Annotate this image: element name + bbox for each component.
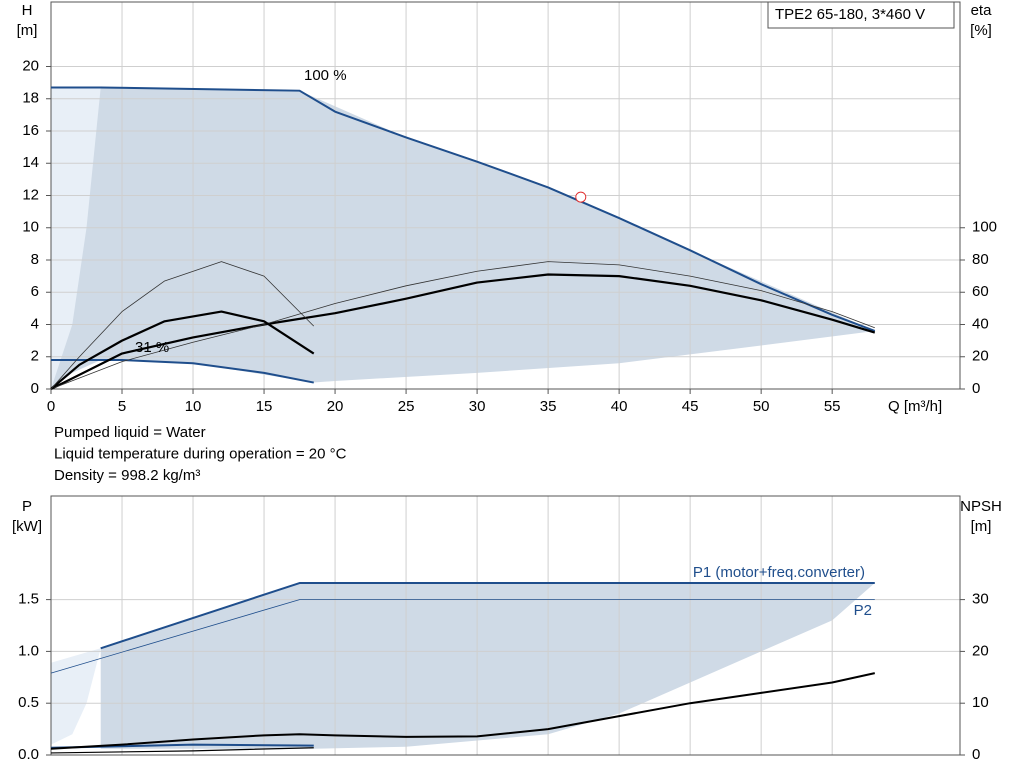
y2-axis-unit: [m] <box>971 518 992 535</box>
y2-tick-label: 60 <box>972 283 989 300</box>
x-tick-label: 40 <box>611 398 628 415</box>
y2-tick-label: 20 <box>972 348 989 365</box>
curve <box>50 747 314 754</box>
y2-axis-title: NPSH <box>960 498 1002 515</box>
plot-frame <box>50 495 961 756</box>
curve <box>50 273 876 390</box>
x-tick-label: 25 <box>398 398 415 415</box>
y2-tick-label: 0 <box>972 746 980 763</box>
y-tick-label: 0.0 <box>18 746 39 763</box>
y2-tick-label: 30 <box>972 591 989 608</box>
x-axis-title: Q [m³/h] <box>888 398 942 415</box>
x-tick-label: 35 <box>540 398 557 415</box>
y-tick-label: 6 <box>31 283 39 300</box>
curve <box>50 599 875 674</box>
note: Density = 998.2 kg/m³ <box>54 467 200 484</box>
y-tick-label: 2 <box>31 348 39 365</box>
y-tick-label: 12 <box>22 186 39 203</box>
y2-axis-unit: [%] <box>970 22 992 39</box>
x-tick-label: 55 <box>824 398 841 415</box>
legend-box <box>767 1 955 29</box>
curve <box>100 582 875 650</box>
note: Liquid temperature during operation = 20… <box>54 445 347 462</box>
curve-label: P1 (motor+freq.converter) <box>693 564 865 581</box>
curve <box>50 261 875 390</box>
operating-area <box>51 87 875 390</box>
operating-area <box>100 583 875 749</box>
y2-tick-label: 20 <box>972 642 989 659</box>
y2-tick-label: 10 <box>972 694 989 711</box>
y2-tick-label: 0 <box>972 380 980 397</box>
curve-annotation: 100 % <box>304 67 347 84</box>
y-tick-label: 8 <box>31 251 39 268</box>
y-tick-label: 0 <box>31 380 39 397</box>
duty-point <box>575 191 587 203</box>
y-axis-title: H <box>22 2 33 19</box>
x-tick-label: 0 <box>47 398 55 415</box>
y-tick-label: 20 <box>22 57 39 74</box>
operating-area <box>51 648 101 745</box>
y2-tick-label: 80 <box>972 251 989 268</box>
curve <box>50 672 875 750</box>
y-tick-label: 4 <box>31 315 39 332</box>
curve <box>51 358 314 384</box>
curve <box>50 261 315 390</box>
y-axis-title: P <box>22 498 32 515</box>
curve-label: P2 <box>854 602 872 619</box>
y-tick-label: 1.0 <box>18 642 39 659</box>
y-axis-unit: [kW] <box>12 518 42 535</box>
x-tick-label: 30 <box>469 398 486 415</box>
x-tick-label: 50 <box>753 398 770 415</box>
x-tick-label: 10 <box>185 398 202 415</box>
curve-annotation: 31 % <box>135 339 169 356</box>
y-tick-label: 10 <box>22 219 39 236</box>
x-tick-label: 5 <box>118 398 126 415</box>
x-tick-label: 45 <box>682 398 699 415</box>
y-tick-label: 0.5 <box>18 694 39 711</box>
y-tick-label: 18 <box>22 90 39 107</box>
curve <box>51 86 876 332</box>
y2-tick-label: 100 <box>972 219 997 236</box>
y2-tick-label: 40 <box>972 315 989 332</box>
x-tick-label: 20 <box>327 398 344 415</box>
y-axis-unit: [m] <box>17 22 38 39</box>
legend-text: TPE2 65-180, 3*460 V <box>775 6 925 23</box>
y2-axis-title: eta <box>971 2 993 19</box>
y-tick-label: 14 <box>22 154 39 171</box>
y-tick-label: 16 <box>22 122 39 139</box>
note: Pumped liquid = Water <box>54 424 206 441</box>
curve <box>50 310 315 390</box>
x-tick-label: 15 <box>256 398 273 415</box>
y-tick-label: 1.5 <box>18 591 39 608</box>
